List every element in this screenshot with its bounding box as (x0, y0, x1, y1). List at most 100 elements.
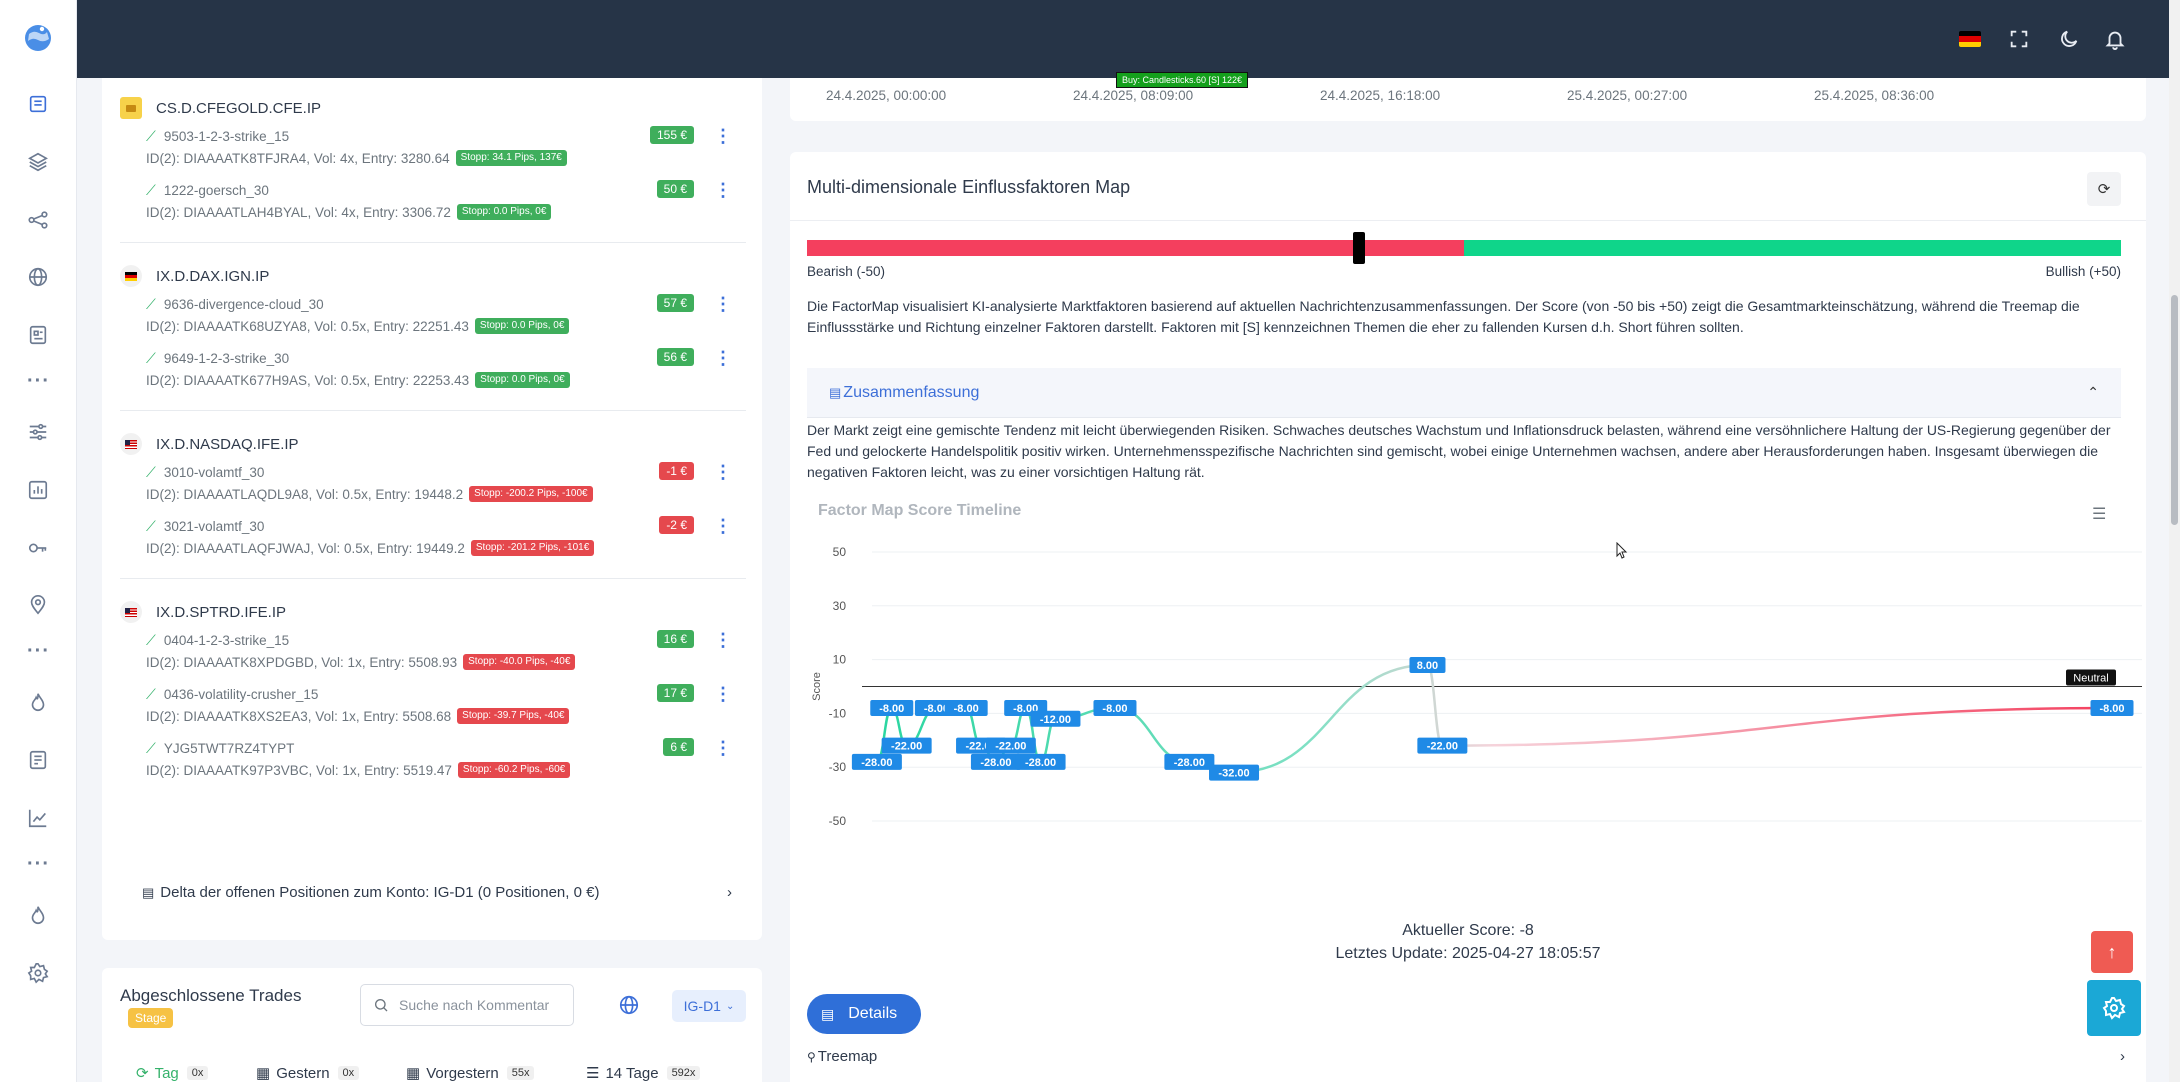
scroll-to-top-button[interactable]: ↑ (2091, 931, 2133, 973)
trend-up-icon: ⟋ (146, 464, 156, 480)
instrument-header[interactable]: IX.D.NASDAQ.IFE.IP (120, 432, 746, 456)
pnl-badge: 50 € (656, 180, 694, 198)
more-options-icon[interactable]: ⋮ (714, 180, 732, 200)
location-icon[interactable] (26, 593, 50, 617)
globe-icon[interactable] (618, 994, 640, 1016)
more-options-icon[interactable]: ⋮ (714, 630, 732, 650)
position-name: ⟋ 3010-volamtf_30 (146, 464, 264, 481)
data-label-bg (851, 753, 902, 770)
position-row[interactable]: ⟋ YJG5TWT7RZ4TYPT ID(2): DIAAAATK97P3VBC, … (146, 738, 746, 794)
data-label-bg (2090, 700, 2134, 717)
search-box[interactable] (360, 984, 574, 1026)
pnl-badge: 16 € (656, 630, 694, 648)
position-row[interactable]: ⟋ 9649-1-2-3-strike_30 ID(2): DIAAAATK677H… (146, 348, 746, 404)
data-label-bg (1417, 737, 1468, 754)
refresh-icon: ⟳ (2097, 181, 2111, 198)
refresh-button[interactable]: ⟳ (2087, 172, 2121, 206)
trend-icon[interactable] (26, 806, 50, 830)
treemap-row[interactable]: ⚲ Treemap › (807, 1048, 2125, 1065)
flag-de-icon[interactable] (1958, 27, 1982, 51)
data-label: -8.00 (2099, 703, 2124, 715)
instrument-header[interactable]: CS.D.CFEGOLD.CFE.IP (120, 96, 746, 120)
instrument-header[interactable]: IX.D.SPTRD.IFE.IP (120, 600, 746, 624)
stop-badge: Stopp: 0.0 Pips, 0€ (475, 372, 570, 388)
tab-gestern[interactable]: ▦ Gestern 0x (256, 1064, 360, 1082)
position-row[interactable]: ⟋ 0436-volatility-crusher_15 ID(2): DIAAAA… (146, 684, 746, 740)
data-label: 8.00 (1417, 660, 1438, 672)
treemap-label: Treemap (817, 1048, 878, 1065)
timeline-trade-label[interactable]: Buy: Candlesticks.60 [S] 122€ (1116, 72, 1249, 88)
tab-tag[interactable]: ⟳ Tag 0x (136, 1064, 209, 1082)
bell-icon[interactable] (2103, 27, 2127, 51)
instrument-group: IX.D.SPTRD.IFE.IP (120, 600, 746, 624)
more-options-icon[interactable]: ⋮ (714, 516, 732, 536)
search-input[interactable] (399, 997, 559, 1013)
chevron-up-icon[interactable]: ⌃ (2087, 384, 2099, 400)
pnl-badge: 17 € (656, 684, 694, 702)
fullscreen-icon[interactable] (2007, 27, 2031, 51)
report-icon[interactable] (26, 748, 50, 772)
settings-button[interactable] (2087, 980, 2141, 1036)
chart-bar-icon[interactable] (26, 478, 50, 502)
more-icon[interactable]: ··· (27, 640, 50, 662)
last-update: Letztes Update: 2025-04-27 18:05:57 (1335, 945, 1601, 962)
data-label-bg (1409, 656, 1446, 673)
y-tick-label: 10 (833, 653, 847, 667)
position-info-text: ID(2): DIAAAATK8XPDGBD, Vol: 1x, Entry: … (146, 654, 458, 670)
position-row[interactable]: ⟋ 1222-goersch_30 ID(2): DIAAAATLAH4BYAL, … (146, 180, 746, 236)
more-options-icon[interactable]: ⋮ (714, 738, 732, 758)
position-row[interactable]: ⟋ 3010-volamtf_30 ID(2): DIAAAATLAQDL9A8, … (146, 462, 746, 518)
more-options-icon[interactable]: ⋮ (714, 684, 732, 704)
position-row[interactable]: ⟋ 9503-1-2-3-strike_15 ID(2): DIAAAATK8TFJ… (146, 126, 746, 182)
delta-positions-row[interactable]: ▤ Delta der offenen Positionen zum Konto… (142, 884, 732, 901)
divider (790, 220, 2146, 221)
sliders-icon[interactable] (26, 420, 50, 444)
chevron-right-icon[interactable]: › (2120, 1048, 2125, 1065)
details-button[interactable]: ▤ Details (807, 994, 921, 1034)
scrollbar-thumb[interactable] (2171, 295, 2178, 525)
instrument-header[interactable]: IX.D.DAX.IGN.IP (120, 264, 746, 288)
instrument-name: CS.D.CFEGOLD.CFE.IP (156, 99, 322, 117)
position-row[interactable]: ⟋ 0404-1-2-3-strike_15 ID(2): DIAAAATK8XPD… (146, 630, 746, 686)
position-row[interactable]: ⟋ 3021-volamtf_30 ID(2): DIAAAATLAQFJWAJ, … (146, 516, 746, 572)
stop-badge: Stopp: -39.7 Pips, -40€ (457, 708, 570, 724)
dashboard-icon[interactable] (26, 92, 50, 116)
position-name: ⟋ YJG5TWT7RZ4TYPT (146, 740, 294, 757)
more-options-icon[interactable]: ⋮ (714, 348, 732, 368)
trend-up-icon: ⟋ (146, 632, 156, 648)
tab-vorgestern[interactable]: ▦ Vorgestern 55x (406, 1064, 535, 1082)
position-name-text: 9649-1-2-3-strike_30 (163, 351, 290, 366)
page-scrollbar[interactable] (2169, 0, 2180, 1082)
trend-up-icon: ⟋ (146, 182, 156, 198)
summary-accordion-header[interactable]: ▤ Zusammenfassung ⌃ (807, 368, 2121, 418)
more-icon[interactable]: ··· (27, 853, 50, 875)
data-label: -8.00 (1102, 703, 1127, 715)
globe-icon[interactable] (26, 265, 50, 289)
y-tick-label: -50 (829, 814, 847, 828)
more-icon[interactable]: ··· (27, 370, 50, 392)
key-icon[interactable] (26, 536, 50, 560)
more-options-icon[interactable]: ⋮ (714, 126, 732, 146)
stop-badge: Stopp: -40.0 Pips, -40€ (463, 654, 576, 670)
instrument-name: IX.D.SPTRD.IFE.IP (156, 603, 287, 621)
nodes-icon[interactable] (26, 208, 50, 232)
flame-icon[interactable] (26, 903, 50, 927)
flame-icon[interactable] (26, 690, 50, 714)
y-tick-label: 50 (833, 545, 847, 559)
chart-menu-icon[interactable]: ☰ (2092, 506, 2107, 523)
tab-count: 0x (337, 1066, 360, 1080)
data-label: -28.00 (861, 757, 892, 769)
tab-14-tage[interactable]: ☰ 14 Tage 592x (586, 1064, 701, 1082)
chevron-right-icon[interactable]: › (727, 884, 732, 901)
more-options-icon[interactable]: ⋮ (714, 294, 732, 314)
document-icon[interactable] (26, 323, 50, 347)
gear-icon[interactable] (26, 961, 50, 985)
trend-up-icon: ⟋ (146, 518, 156, 534)
position-row[interactable]: ⟋ 9636-divergence-cloud_30 ID(2): DIAAAATK… (146, 294, 746, 350)
account-select[interactable]: IG-D1 ⌄ (672, 990, 746, 1022)
layers-icon[interactable] (26, 150, 50, 174)
more-options-icon[interactable]: ⋮ (714, 462, 732, 482)
divider (120, 410, 746, 411)
app-logo[interactable] (22, 22, 54, 54)
moon-icon[interactable] (2057, 27, 2081, 51)
